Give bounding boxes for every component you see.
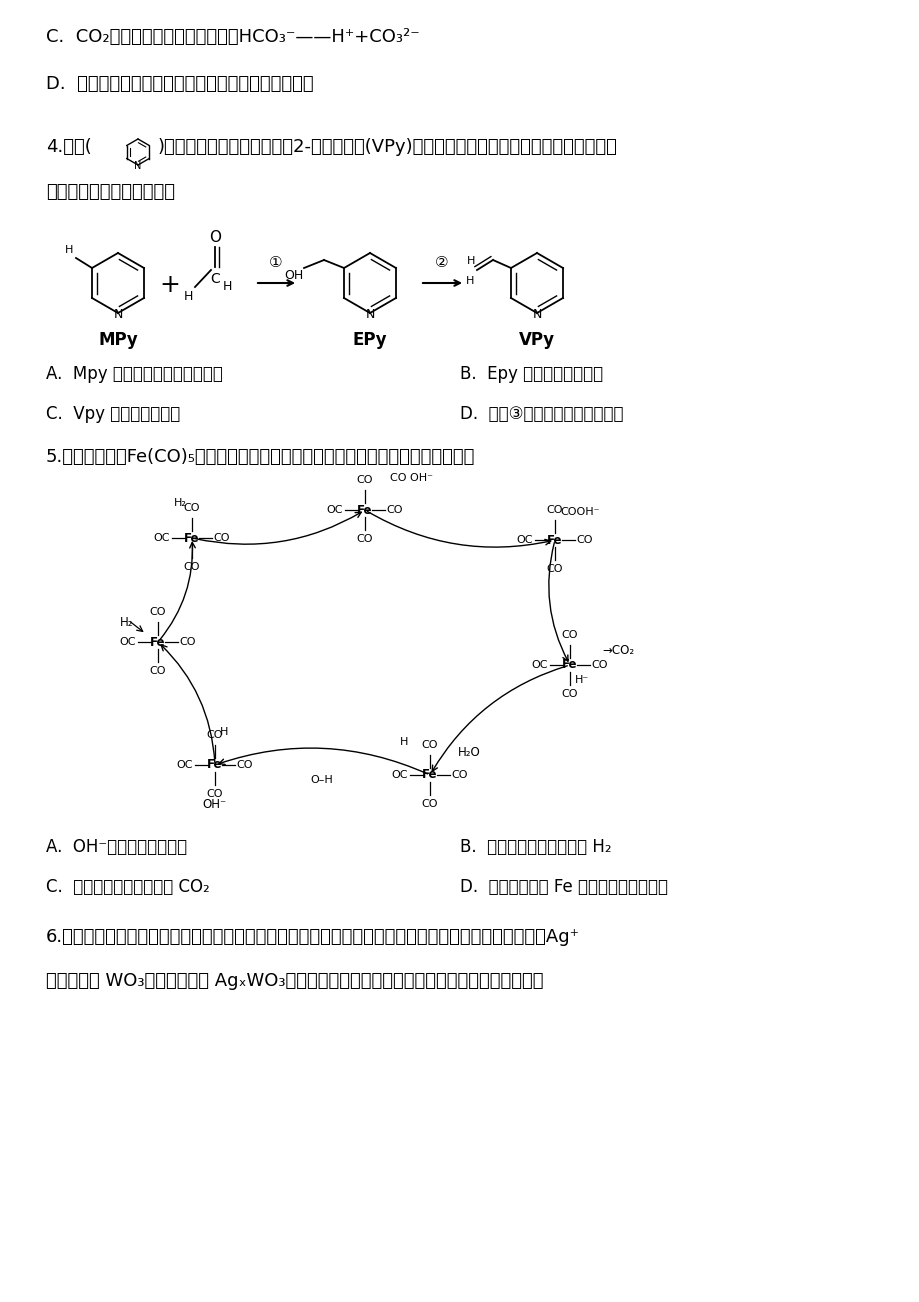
Text: N: N bbox=[532, 307, 541, 320]
Text: →CO₂: →CO₂ bbox=[601, 643, 633, 656]
Text: Fe: Fe bbox=[562, 659, 577, 672]
Text: D.  反应③的反应类型是消去反应: D. 反应③的反应类型是消去反应 bbox=[460, 405, 623, 423]
Text: H: H bbox=[220, 727, 228, 737]
Text: Fe: Fe bbox=[184, 531, 199, 544]
Text: H: H bbox=[399, 737, 407, 747]
Text: CO: CO bbox=[546, 564, 562, 574]
Text: B.  该反应可产生清洁燃料 H₂: B. 该反应可产生清洁燃料 H₂ bbox=[460, 838, 611, 855]
Text: )是类似于苯的芳香化合物，2-乙烯基吵噐(VPy)是合成治疗矽肺病药物的原料，可由如下路: )是类似于苯的芳香化合物，2-乙烯基吵噐(VPy)是合成治疗矽肺病药物的原料，可… bbox=[158, 138, 618, 156]
Text: CO: CO bbox=[207, 789, 223, 799]
Text: CO: CO bbox=[184, 562, 200, 572]
Text: ②: ② bbox=[435, 255, 448, 270]
Text: OC: OC bbox=[391, 769, 408, 780]
Text: +: + bbox=[159, 273, 180, 297]
Text: H₂O: H₂O bbox=[458, 746, 481, 759]
Text: ①: ① bbox=[269, 255, 282, 270]
Text: CO: CO bbox=[357, 475, 373, 486]
Text: 线合成。下列叙述正确的是: 线合成。下列叙述正确的是 bbox=[46, 184, 175, 201]
Text: OC: OC bbox=[119, 637, 136, 647]
Text: CO: CO bbox=[546, 505, 562, 516]
Text: 5.据文献报道：Fe(CO)₅偲化某反应的一种反应机理如下图所示。下列叙述错误的是: 5.据文献报道：Fe(CO)₅偲化某反应的一种反应机理如下图所示。下列叙述错误的… bbox=[46, 448, 475, 466]
Text: O–H: O–H bbox=[311, 775, 333, 785]
Text: D.  该偲化循环中 Fe 的成键数目发生变化: D. 该偲化循环中 Fe 的成键数目发生变化 bbox=[460, 878, 667, 896]
Text: CO: CO bbox=[357, 534, 373, 544]
Text: H: H bbox=[184, 290, 193, 303]
Text: C.  Vpy 是乙烯的同系物: C. Vpy 是乙烯的同系物 bbox=[46, 405, 180, 423]
Text: B.  Epy 中所有原子共平面: B. Epy 中所有原子共平面 bbox=[460, 365, 603, 383]
Text: Fe: Fe bbox=[207, 759, 222, 772]
Text: OH⁻: OH⁻ bbox=[203, 798, 227, 811]
Text: D.  使用太阳能、氢能等新能源可改善珊瑚的生存环境: D. 使用太阳能、氢能等新能源可改善珊瑚的生存环境 bbox=[46, 76, 313, 92]
Text: Fe: Fe bbox=[357, 504, 372, 517]
Text: H⁻: H⁻ bbox=[574, 674, 588, 685]
Text: OC: OC bbox=[531, 660, 548, 671]
Text: OH: OH bbox=[283, 270, 302, 283]
Text: Fe: Fe bbox=[150, 635, 165, 648]
Text: O: O bbox=[209, 230, 221, 245]
Text: 6.电致变色器件可智能调控太阳光透过率，从而实现节能。下图是某电致变色器件的示意图。当通电时，Ag⁺: 6.电致变色器件可智能调控太阳光透过率，从而实现节能。下图是某电致变色器件的示意… bbox=[46, 928, 579, 947]
Text: N: N bbox=[134, 161, 142, 171]
Text: N: N bbox=[365, 307, 374, 320]
Text: CO: CO bbox=[591, 660, 607, 671]
Text: CO: CO bbox=[150, 607, 166, 617]
Text: N: N bbox=[113, 307, 122, 320]
Text: CO: CO bbox=[236, 760, 253, 769]
Text: CO: CO bbox=[179, 637, 196, 647]
Text: C.  该反应可消耗温室气体 CO₂: C. 该反应可消耗温室气体 CO₂ bbox=[46, 878, 210, 896]
Text: C: C bbox=[210, 272, 220, 286]
Text: CO: CO bbox=[421, 740, 437, 750]
Text: A.  OH⁻参与了该偲化循环: A. OH⁻参与了该偲化循环 bbox=[46, 838, 187, 855]
Text: CO: CO bbox=[213, 533, 230, 543]
Text: CO OH⁻: CO OH⁻ bbox=[390, 473, 433, 483]
Text: Fe: Fe bbox=[422, 768, 437, 781]
Text: C.  CO₂能引起海水酸化，其原理为HCO₃⁻——H⁺+CO₃²⁻: C. CO₂能引起海水酸化，其原理为HCO₃⁻——H⁺+CO₃²⁻ bbox=[46, 29, 419, 46]
Text: COOH⁻: COOH⁻ bbox=[560, 506, 599, 517]
Text: OC: OC bbox=[516, 535, 533, 546]
Text: OC: OC bbox=[153, 533, 170, 543]
Text: VPy: VPy bbox=[518, 331, 554, 349]
Text: CO: CO bbox=[207, 730, 223, 740]
Text: CO: CO bbox=[421, 799, 437, 809]
Text: H₂: H₂ bbox=[119, 616, 133, 629]
Text: H₂: H₂ bbox=[174, 497, 187, 508]
Text: CO: CO bbox=[184, 503, 200, 513]
Text: H: H bbox=[465, 276, 473, 286]
Text: CO: CO bbox=[150, 667, 166, 676]
Text: EPy: EPy bbox=[352, 331, 387, 349]
Text: CO: CO bbox=[562, 689, 578, 699]
Text: A.  Mpy 只有两种芳香同分异构体: A. Mpy 只有两种芳香同分异构体 bbox=[46, 365, 222, 383]
Text: CO: CO bbox=[451, 769, 468, 780]
Text: 注入到无色 WO₃薄膜中，生成 AgₓWO₃，器件呼现蓝色，对于该变化过程，下列叙述错误的是: 注入到无色 WO₃薄膜中，生成 AgₓWO₃，器件呼现蓝色，对于该变化过程，下列… bbox=[46, 973, 543, 990]
Text: Fe: Fe bbox=[547, 534, 562, 547]
Text: H: H bbox=[222, 280, 233, 293]
Text: CO: CO bbox=[576, 535, 593, 546]
Text: H: H bbox=[64, 245, 73, 255]
Text: CO: CO bbox=[562, 630, 578, 641]
Text: H: H bbox=[466, 256, 474, 266]
Text: CO: CO bbox=[386, 505, 403, 516]
Text: MPy: MPy bbox=[98, 331, 138, 349]
Text: 4.吵噐(: 4.吵噐( bbox=[46, 138, 92, 156]
Text: OC: OC bbox=[326, 505, 343, 516]
Text: OC: OC bbox=[176, 760, 193, 769]
